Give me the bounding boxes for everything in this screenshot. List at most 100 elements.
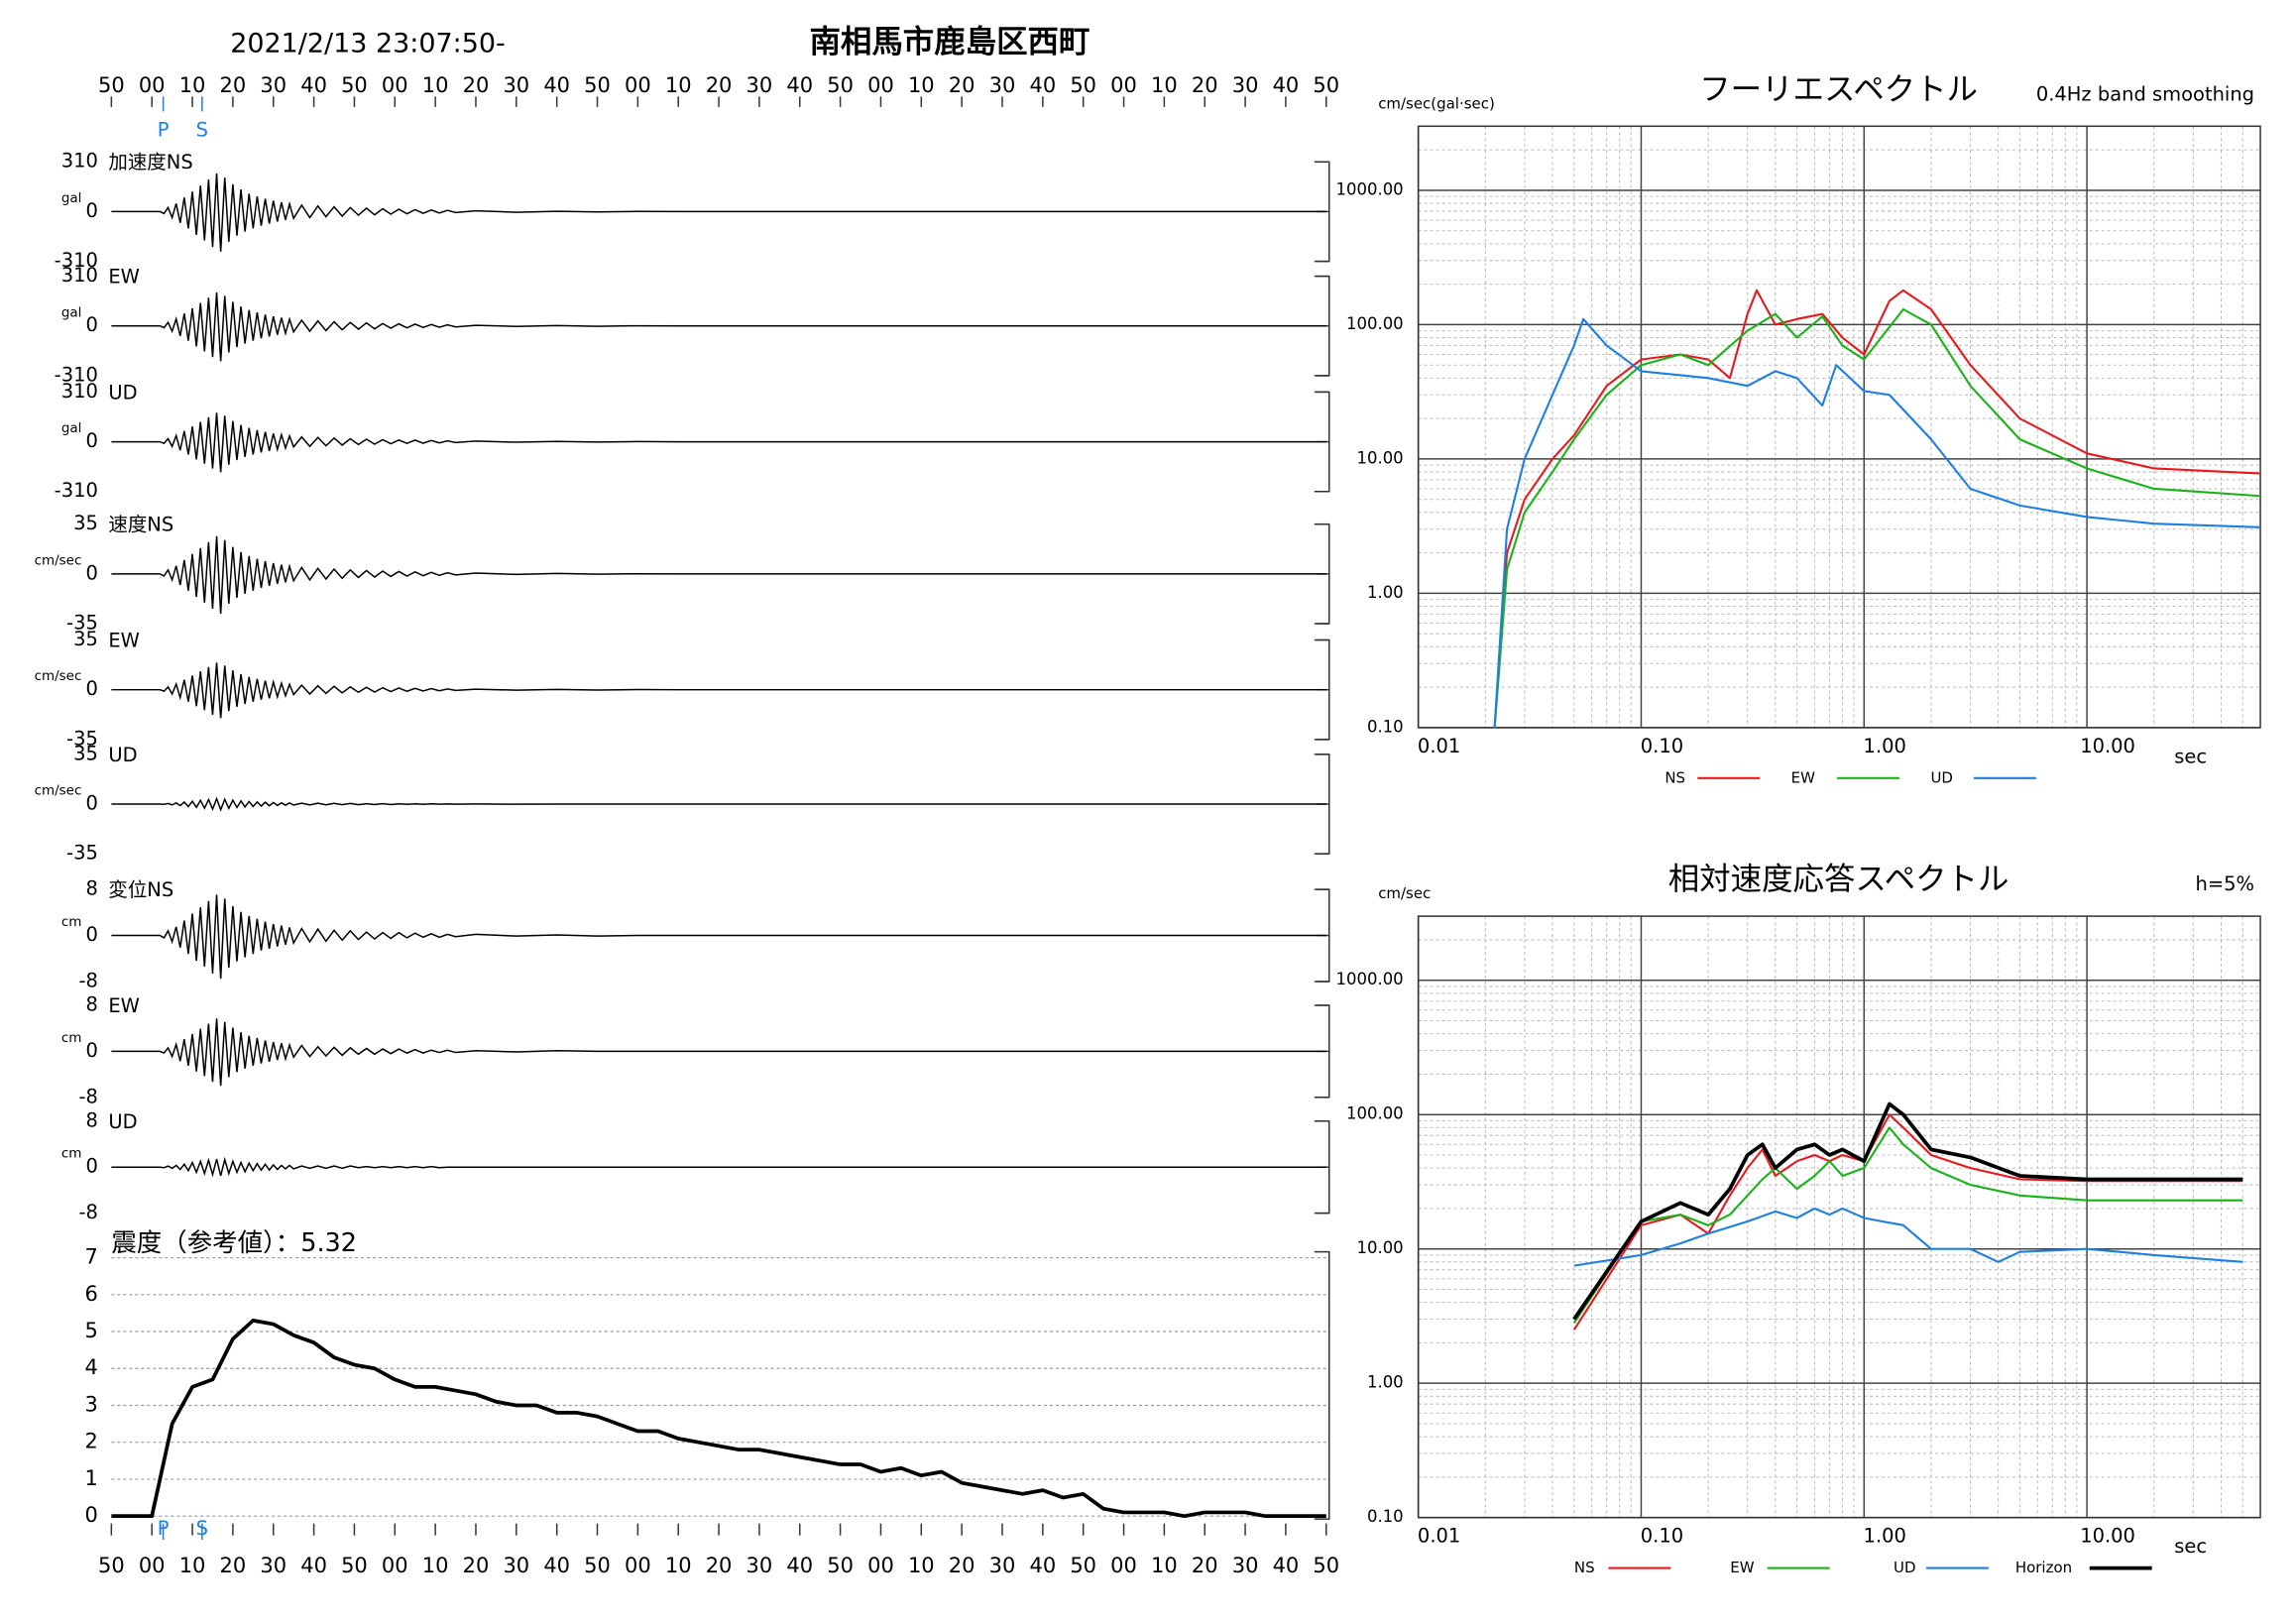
unit-label: cm/sec <box>35 668 82 684</box>
waveform <box>111 1156 1326 1178</box>
chart-subtitle: h=5% <box>2196 872 2255 895</box>
y-tick-label: 0.10 <box>1367 1507 1404 1526</box>
panel-label: EW <box>108 994 140 1017</box>
x-tick-label: 30 <box>503 73 529 97</box>
x-tick-label: 1.00 <box>1864 735 1906 757</box>
x-tick-label: 1.00 <box>1864 1525 1906 1548</box>
x-tick-label: 00 <box>625 73 651 97</box>
x-tick-label: 20 <box>1192 73 1218 97</box>
y-tick-label: -8 <box>78 969 97 991</box>
x-tick-label: 10 <box>422 73 449 97</box>
panel-frame <box>1314 161 1330 263</box>
panel-label: UD <box>108 381 137 404</box>
record-date: 2021/2/13 23:07:50- <box>230 28 506 58</box>
spectrum-line <box>1573 1207 2243 1267</box>
plot-frame <box>1417 915 2261 1519</box>
x-tick-label: 00 <box>1110 1554 1137 1577</box>
x-tick-label: 50 <box>1313 1554 1339 1577</box>
y-tick-label: 0.10 <box>1367 717 1404 736</box>
legend-label: UD <box>1894 1559 1915 1576</box>
y-tick-label: 3 <box>85 1392 98 1416</box>
unit-label: gal <box>61 190 82 206</box>
panel-label: 変位NS <box>108 878 173 901</box>
x-tick-label: 50 <box>584 73 611 97</box>
panel-frame <box>1314 638 1330 741</box>
x-tick-label: 50 <box>827 73 854 97</box>
x-tick-label: 20 <box>949 73 976 97</box>
x-tick-label: 10 <box>1151 73 1178 97</box>
x-tick-label: 40 <box>300 73 327 97</box>
y-tick-label: 100.00 <box>1346 1104 1404 1123</box>
y-tick-label: 1000.00 <box>1336 179 1404 198</box>
unit-label: gal <box>61 420 82 436</box>
panel-frame <box>1314 522 1330 625</box>
panel-frame <box>1314 1004 1330 1099</box>
x-tick-label: 10 <box>908 1554 935 1577</box>
spectrum-line <box>1493 317 2261 728</box>
spectrum-line <box>1572 1101 2243 1321</box>
x-tick-label: 0.01 <box>1418 1525 1460 1548</box>
y-tick-label: -310 <box>55 363 98 386</box>
x-tick-label: 10 <box>422 1554 449 1577</box>
x-tick-label: 00 <box>382 73 408 97</box>
x-tick-label: 00 <box>867 73 894 97</box>
y-tick-label: 310 <box>61 150 98 173</box>
x-tick-label: 20 <box>949 1554 976 1577</box>
y-tick-label: 7 <box>85 1245 98 1269</box>
y-tick-label: 5 <box>85 1319 98 1342</box>
x-tick-label: 10 <box>179 1554 206 1577</box>
x-tick-label: 40 <box>543 1554 570 1577</box>
x-tick-label: 00 <box>625 1554 651 1577</box>
y-tick-label: 10.00 <box>1357 448 1404 467</box>
station-title: 南相馬市鹿島区西町 <box>809 23 1090 59</box>
y-tick-label: -35 <box>66 842 98 865</box>
waveform <box>111 412 1326 473</box>
x-tick-label: 00 <box>139 73 166 97</box>
x-axis-label: sec <box>2174 1535 2207 1558</box>
y-tick-label: 10.00 <box>1357 1238 1404 1257</box>
y-tick-label: 2 <box>85 1430 98 1453</box>
panel-label: EW <box>108 630 140 652</box>
x-tick-label: 50 <box>1313 73 1339 97</box>
legend-label: NS <box>1665 768 1685 786</box>
panel-label: EW <box>108 266 140 289</box>
x-tick-label: 20 <box>463 1554 490 1577</box>
x-tick-label: 30 <box>1232 73 1259 97</box>
x-tick-label: 20 <box>220 73 247 97</box>
x-tick-label: 50 <box>584 1554 611 1577</box>
panel-label: 速度NS <box>108 514 173 536</box>
unit-label: cm/sec <box>35 552 82 568</box>
unit-label: cm <box>61 1030 82 1046</box>
y-tick-label: 35 <box>73 512 98 534</box>
x-tick-label: 10 <box>665 1554 692 1577</box>
y-tick-label: 8 <box>85 1108 97 1131</box>
phase-marker-label: S <box>196 118 208 141</box>
x-tick-label: 50 <box>98 1554 125 1577</box>
unit-label: gal <box>61 304 82 320</box>
x-tick-label: 30 <box>746 73 773 97</box>
y-tick-label: 310 <box>61 380 98 403</box>
x-tick-label: 30 <box>260 1554 287 1577</box>
unit-label: cm/sec <box>35 783 82 799</box>
panel-frame <box>1314 275 1330 377</box>
spectrum-line <box>1572 1126 2243 1325</box>
chart-title: 相対速度応答スペクトル <box>1668 862 2009 897</box>
y-tick-label: -310 <box>55 479 98 502</box>
panel-frame <box>1314 1120 1330 1215</box>
panel-frame <box>1314 888 1330 983</box>
y-tick-label: -8 <box>78 1201 97 1223</box>
intensity-line <box>111 1318 1326 1519</box>
y-tick-label: 0 <box>85 429 97 452</box>
panel-frame <box>1314 1250 1330 1520</box>
legend-label: Horizon <box>2015 1559 2072 1576</box>
x-tick-label: 10 <box>179 73 206 97</box>
x-tick-label: 50 <box>341 73 368 97</box>
y-tick-label: 0 <box>85 1503 98 1527</box>
legend-label: EW <box>1730 1559 1754 1576</box>
x-tick-label: 0.10 <box>1641 735 1683 757</box>
y-tick-label: 0 <box>85 561 97 584</box>
x-tick-label: 40 <box>543 73 570 97</box>
x-tick-label: 30 <box>746 1554 773 1577</box>
legend-label: NS <box>1574 1559 1595 1576</box>
